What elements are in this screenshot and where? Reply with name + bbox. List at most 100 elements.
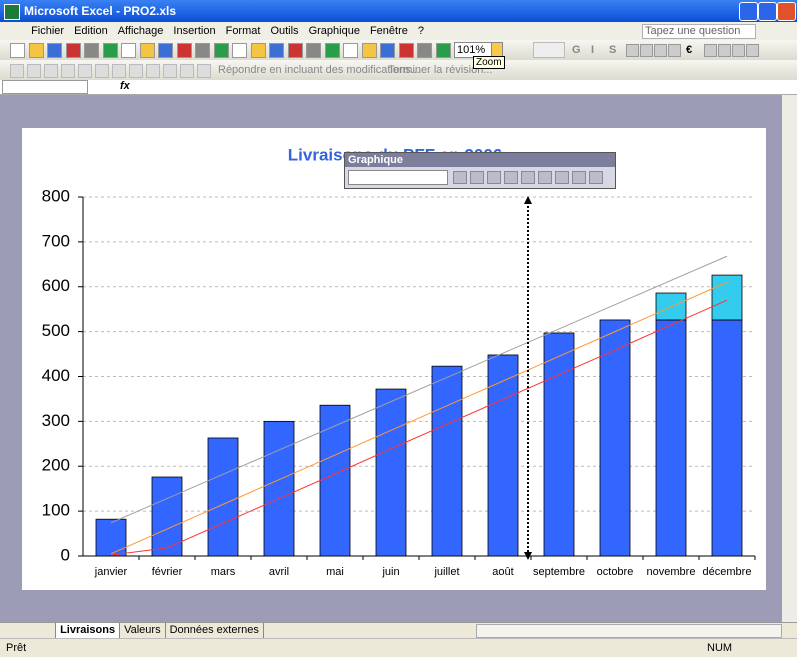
x-tick-label: février [152,566,183,578]
help-box[interactable]: Tapez une question [642,24,756,39]
app-icon [4,4,20,20]
y-tick-label: 200 [42,456,70,475]
bar [655,292,687,321]
menu-item[interactable]: Edition [74,25,108,37]
toolbar-icon[interactable] [65,43,81,58]
toolbar-icon[interactable] [343,43,358,58]
toolbar-icon[interactable] [555,171,569,184]
toolbar-icon[interactable] [287,43,303,58]
toolbar-icon[interactable] [10,43,25,58]
format-button[interactable]: I [591,44,595,56]
toolbar-icon[interactable] [95,64,109,78]
toolbar-icon[interactable] [146,64,160,78]
toolbar-icon[interactable] [163,64,177,78]
toolbar-icon[interactable] [654,44,667,57]
y-tick-label: 400 [42,366,70,385]
toolbar-icon[interactable] [129,64,143,78]
menu-item[interactable]: Fichier [31,25,65,37]
toolbar-icon[interactable] [102,43,118,58]
x-tick-label: décembre [703,566,752,578]
toolbar-icon[interactable] [195,43,210,58]
bar [319,404,351,557]
x-tick-label: novembre [647,566,696,578]
menu-item[interactable]: Affichage [117,25,164,37]
toolbar-icon[interactable] [704,44,717,57]
toolbar-icon[interactable] [504,171,518,184]
toolbar-icon[interactable] [180,64,194,78]
toolbar-icon[interactable] [84,43,99,58]
toolbar-icon[interactable] [435,43,451,58]
toolbar-icon[interactable] [121,43,136,58]
horizontal-scrollbar[interactable] [476,624,782,638]
toolbar-icon[interactable] [538,171,552,184]
toolbar-icon[interactable] [197,64,211,78]
menu-item[interactable]: ? [417,25,424,37]
close-button[interactable] [777,2,796,21]
toolbar-icon[interactable] [324,43,340,58]
toolbar-icon[interactable] [10,64,24,78]
toolbar-icon[interactable] [44,64,58,78]
toolbar-icon[interactable] [589,171,603,184]
toolbar-icon[interactable] [250,43,266,58]
toolbar-icon[interactable] [626,44,639,57]
toolbar-icon[interactable] [158,43,173,58]
x-tick-label: octobre [597,566,634,578]
toolbar-icon[interactable] [213,43,229,58]
menu-item[interactable]: Outils [270,25,299,37]
format-button[interactable]: € [686,44,693,56]
bar [263,420,295,557]
menu-item[interactable]: Fenêtre [369,25,408,37]
toolbar-icon[interactable] [732,44,745,57]
toolbar-icon[interactable] [361,43,377,58]
maximize-button[interactable] [758,2,777,21]
toolbar-icon[interactable] [112,64,126,78]
name-box[interactable] [2,80,88,94]
toolbar-icon[interactable] [668,44,681,57]
vertical-scrollbar[interactable] [782,95,797,622]
menu-item[interactable]: Format [225,25,261,37]
toolbar-icon[interactable] [78,64,92,78]
toolbar-icon[interactable] [61,64,75,78]
toolbar-icon[interactable] [139,43,155,58]
review-reply[interactable]: Répondre en incluant des modifications..… [218,64,420,76]
y-tick-label: 800 [42,186,70,205]
toolbar-icon[interactable] [718,44,731,57]
format-button[interactable]: S [609,44,617,56]
toolbar-icon[interactable] [176,43,192,58]
toolbar-icon[interactable] [746,44,759,57]
menu-item[interactable]: Insertion [173,25,216,37]
toolbar-icon[interactable] [470,171,484,184]
chart-object-box[interactable] [348,170,448,185]
toolbar-icon[interactable] [398,43,414,58]
format-button[interactable]: G [572,44,581,56]
sheet-tab[interactable]: Données externes [164,623,264,639]
sheet-tab[interactable]: Valeurs [119,623,166,639]
toolbar-icon[interactable] [27,64,41,78]
toolbar-icon[interactable] [232,43,247,58]
x-tick-label: août [492,566,513,578]
toolbar-icon[interactable] [521,171,535,184]
toolbar-icon[interactable] [572,171,586,184]
toolbar-icon[interactable] [28,43,44,58]
menu-bar: Tapez une question Fichier Edition Afficha… [0,22,797,40]
toolbar-icon[interactable] [487,171,501,184]
minimize-button[interactable] [739,2,758,21]
status-left: Prêt [6,642,27,654]
trend-line [110,299,728,556]
menu-item[interactable]: Graphique [308,25,360,37]
bar [487,354,519,557]
toolbar-icon[interactable] [306,43,321,58]
review-end[interactable]: Terminer la révision... [388,64,493,76]
font-size-box[interactable] [533,42,565,58]
bar [711,319,743,557]
toolbar-icon[interactable] [380,43,395,58]
chart-toolbar-title: Graphique [345,153,615,167]
toolbar-icon[interactable] [640,44,653,57]
toolbar-icon[interactable] [269,43,284,58]
sheet-tab[interactable]: Livraisons [55,623,121,639]
x-tick-label: avril [269,566,289,578]
toolbar-icon[interactable] [47,43,62,58]
toolbar-icon[interactable] [453,171,467,184]
toolbar-icon[interactable] [417,43,432,58]
